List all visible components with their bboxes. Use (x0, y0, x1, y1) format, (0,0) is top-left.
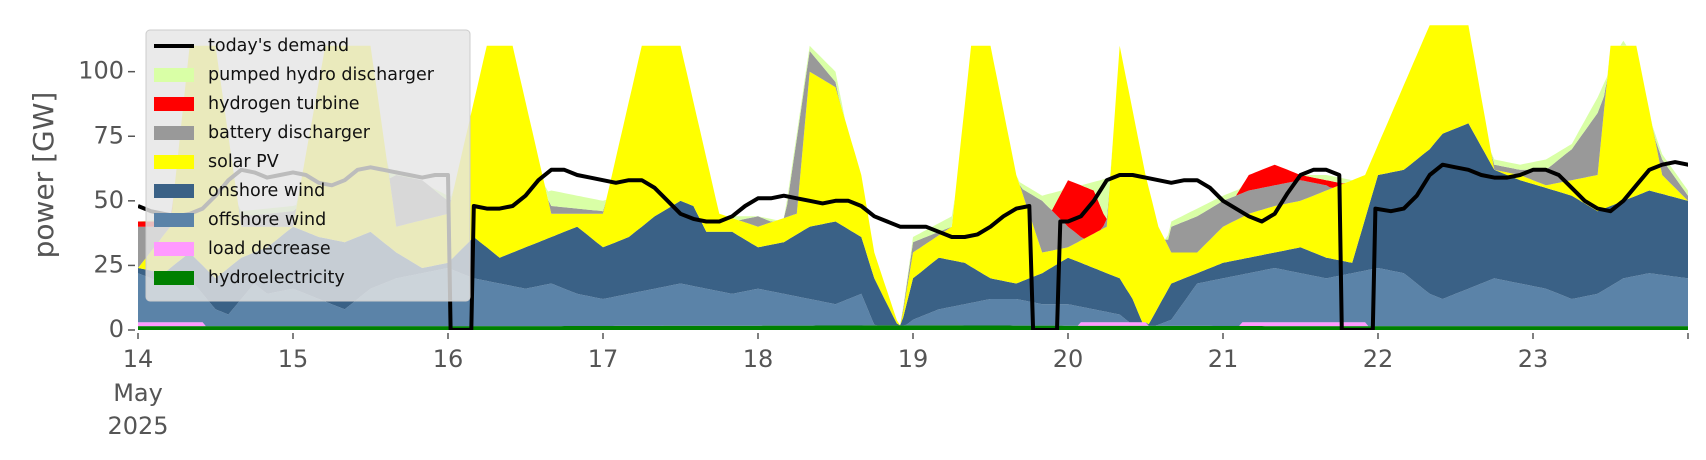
legend-swatch (154, 242, 194, 256)
y-tick-label: 100 (78, 57, 124, 85)
legend-swatch (154, 126, 194, 140)
x-tick-sublabel: 2025 (107, 412, 168, 440)
area-hydroelectricity (138, 325, 1688, 330)
y-tick-label: 25 (93, 250, 124, 278)
legend-label: pumped hydro discharger (208, 65, 435, 85)
legend-label: solar PV (208, 152, 279, 172)
area-solar-pv (138, 25, 1688, 326)
legend-box (145, 29, 471, 302)
legend-swatch (154, 155, 194, 169)
demand-line (138, 160, 1688, 330)
legend-label: hydrogen turbine (208, 94, 360, 114)
legend-swatch (154, 97, 194, 111)
legend-label: onshore wind (208, 181, 325, 201)
area-load-decrease (138, 322, 1688, 327)
legend: today's demand pumped hydro discharger hyd… (145, 29, 471, 302)
x-tick-label: 20 (1053, 345, 1084, 373)
legend-label: offshore wind (208, 210, 326, 230)
x-tick-label: 16 (433, 345, 464, 373)
stacked-areas (138, 25, 1688, 330)
legend-label: today's demand (208, 36, 349, 56)
area-onshore-wind (138, 123, 1688, 326)
demand-layer (138, 160, 1688, 330)
x-tick-label: 18 (743, 345, 774, 373)
y-tick-label: 50 (93, 186, 124, 214)
x-tick-label: 21 (1208, 345, 1239, 373)
y-tick-label: 75 (93, 121, 124, 149)
x-tick-label: 15 (278, 345, 309, 373)
y-tick-label: 0 (109, 315, 124, 343)
x-tick-label: 23 (1518, 345, 1549, 373)
legend-swatch (154, 271, 194, 285)
legend-swatch (154, 213, 194, 227)
legend-swatch (154, 184, 194, 198)
x-tick-label: 14 (123, 345, 154, 373)
x-tick-label: 17 (588, 345, 619, 373)
x-tick-label: 19 (898, 345, 929, 373)
legend-label: load decrease (208, 239, 331, 259)
legend-label: hydroelectricity (208, 268, 345, 288)
x-tick-label: 22 (1363, 345, 1394, 373)
y-axis-title: power [GW] (27, 92, 60, 259)
axes: 0 25 50 75 100 14 May 2025 15 16 17 18 19 20 21 22 23 (78, 57, 1689, 440)
legend-swatch (154, 68, 194, 82)
x-tick-sublabel: May (113, 379, 163, 407)
legend-label: battery discharger (208, 123, 371, 143)
area-offshore-wind (138, 268, 1688, 327)
